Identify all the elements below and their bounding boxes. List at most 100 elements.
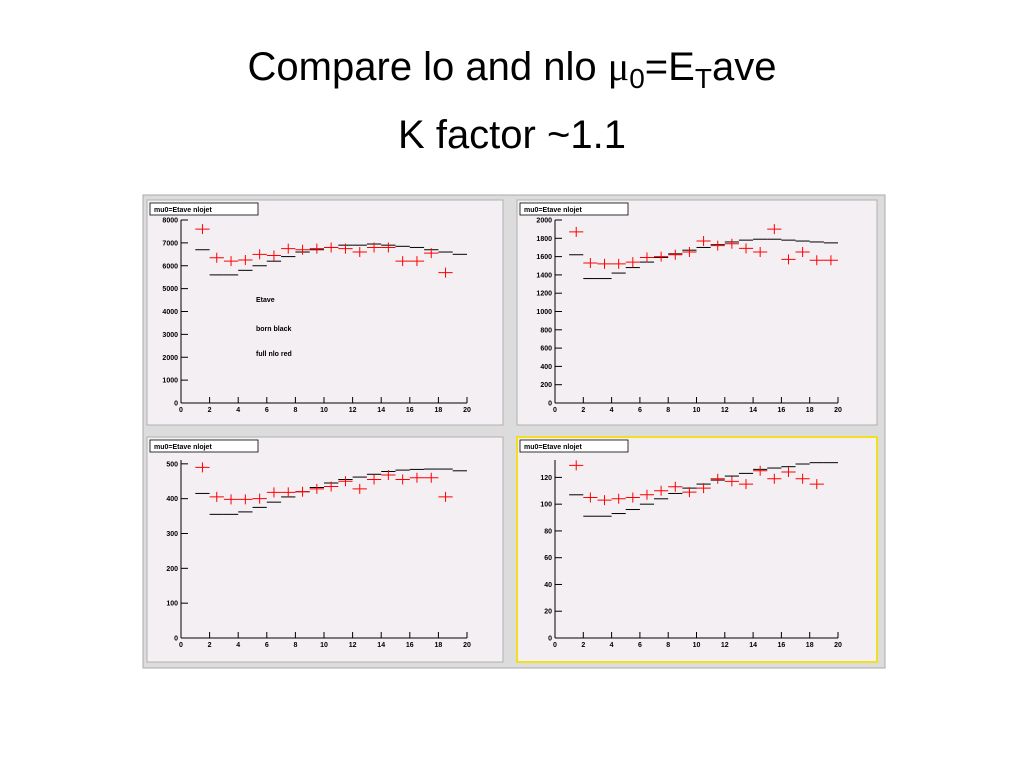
nlo-point <box>738 243 754 254</box>
nlo-point <box>795 473 810 484</box>
nlo-point <box>366 242 382 253</box>
nlo-point <box>654 251 669 262</box>
nlo-point <box>238 494 253 505</box>
y-tick-label: 1400 <box>536 272 552 279</box>
nlo-point <box>338 243 353 254</box>
nlo-point <box>668 481 683 492</box>
x-tick-label: 14 <box>377 407 385 414</box>
nlo-point <box>438 491 453 502</box>
x-tick-label: 4 <box>610 642 614 649</box>
nlo-point <box>252 249 267 260</box>
x-tick-label: 8 <box>293 642 297 649</box>
nlo-point <box>781 254 796 265</box>
x-tick-label: 20 <box>834 407 842 414</box>
nlo-point <box>625 492 640 503</box>
y-tick-label: 100 <box>166 601 178 608</box>
pad-title: mu0=Etave nlojet <box>154 207 212 214</box>
pad-title-box <box>149 439 259 453</box>
nlo-point <box>767 473 782 484</box>
pad <box>146 436 504 663</box>
x-tick-label: 8 <box>666 407 670 414</box>
x-tick-label: 10 <box>320 407 328 414</box>
title-part: =E <box>645 45 695 89</box>
x-tick-label: 6 <box>638 642 642 649</box>
y-tick-label: 1000 <box>536 309 552 316</box>
x-tick-label: 16 <box>778 642 786 649</box>
nlo-point <box>710 240 725 251</box>
x-tick-label: 0 <box>179 407 183 414</box>
x-tick-label: 14 <box>749 407 757 414</box>
x-tick-label: 4 <box>610 407 614 414</box>
nlo-point <box>682 247 697 258</box>
y-tick-label: 1600 <box>536 254 552 261</box>
y-tick-label: 2000 <box>536 218 552 225</box>
nlo-point <box>639 252 655 263</box>
nlo-point <box>223 494 239 505</box>
title-part: ave <box>712 45 777 89</box>
y-tick-label: 0 <box>174 636 178 643</box>
nlo-point <box>611 258 626 269</box>
y-tick-label: 5000 <box>162 286 178 293</box>
nlo-point <box>352 483 367 494</box>
nlo-point <box>682 487 697 498</box>
y-tick-label: 120 <box>540 475 552 482</box>
nlo-point <box>266 250 282 261</box>
nlo-point <box>809 479 824 490</box>
x-tick-label: 18 <box>435 407 443 414</box>
nlo-point <box>381 469 396 480</box>
nlo-point <box>409 256 425 267</box>
x-tick-label: 10 <box>693 642 701 649</box>
nlo-point <box>352 247 367 258</box>
nlo-point <box>395 256 410 267</box>
y-tick-label: 200 <box>166 566 178 573</box>
pad-title: mu0=Etave nlojet <box>524 207 582 214</box>
x-tick-label: 0 <box>179 642 183 649</box>
nlo-point <box>324 242 339 253</box>
x-tick-label: 16 <box>778 407 786 414</box>
nlo-point <box>583 258 598 269</box>
annotation: Etave <box>256 297 275 304</box>
y-tick-label: 0 <box>548 636 552 643</box>
y-tick-label: 1000 <box>162 378 178 385</box>
y-tick-label: 0 <box>174 401 178 408</box>
nlo-point <box>381 242 396 253</box>
nlo-point <box>295 244 310 255</box>
y-tick-label: 1800 <box>536 236 552 243</box>
y-tick-label: 8000 <box>162 218 178 225</box>
nlo-point <box>209 252 224 263</box>
x-tick-label: 18 <box>806 642 814 649</box>
nlo-point <box>324 481 339 492</box>
x-tick-label: 2 <box>208 642 212 649</box>
nlo-point <box>424 248 439 259</box>
x-tick-label: 8 <box>293 407 297 414</box>
pad-title-box <box>519 202 629 216</box>
x-tick-label: 10 <box>320 642 328 649</box>
x-tick-label: 2 <box>581 642 585 649</box>
y-tick-label: 20 <box>544 609 552 616</box>
nlo-point <box>338 476 353 487</box>
nlo-point <box>611 493 626 504</box>
nlo-point <box>724 476 739 487</box>
nlo-point <box>295 486 310 497</box>
nlo-point <box>395 474 410 485</box>
x-tick-label: 4 <box>236 407 240 414</box>
x-tick-label: 14 <box>749 642 757 649</box>
pad <box>146 199 504 426</box>
x-tick-label: 6 <box>265 407 269 414</box>
nlo-point <box>266 487 282 498</box>
nlo-point <box>583 492 598 503</box>
pad-title-box <box>519 439 629 453</box>
nlo-point <box>309 243 324 254</box>
x-tick-label: 20 <box>834 642 842 649</box>
x-tick-label: 12 <box>349 407 357 414</box>
y-tick-label: 60 <box>544 555 552 562</box>
slide-subtitle: K factor ~1.1 <box>398 113 626 157</box>
y-tick-label: 200 <box>540 382 552 389</box>
nlo-point <box>409 472 425 483</box>
pad <box>516 436 878 663</box>
nlo-point <box>238 255 253 266</box>
nlo-point <box>823 255 838 266</box>
x-tick-label: 16 <box>406 407 414 414</box>
y-tick-label: 400 <box>166 496 178 503</box>
